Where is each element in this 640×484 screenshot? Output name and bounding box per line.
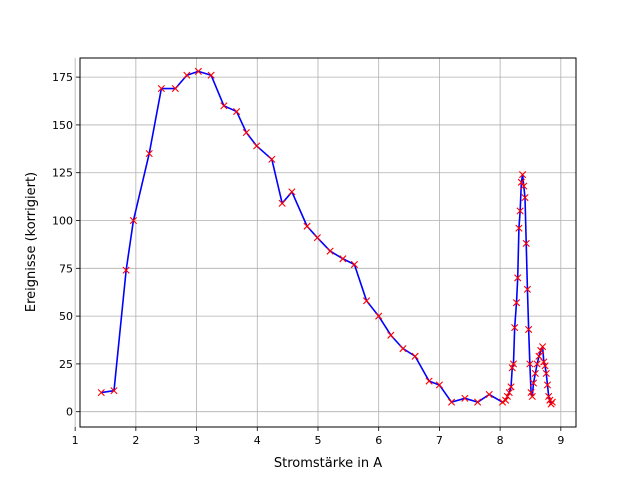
x-tick-label: 2 <box>132 434 139 447</box>
data-point-marker <box>548 398 556 406</box>
data-point-marker <box>350 260 358 269</box>
data-point-marker <box>485 390 493 399</box>
data-point-marker <box>326 247 334 255</box>
data-point-marker <box>520 182 528 190</box>
x-tick-label: 9 <box>557 434 564 447</box>
data-point-marker <box>145 150 153 158</box>
data-point-marker <box>425 377 433 385</box>
data-point-marker <box>525 325 533 334</box>
data-point-marker <box>399 345 407 353</box>
data-point-marker <box>474 398 482 406</box>
axis-ticks: 1 2 3 4 5 6 7 8 9 0 25 50 75 100 125 150 175 <box>52 71 564 447</box>
x-tick-label: 4 <box>254 434 261 447</box>
data-point-marker <box>375 312 383 320</box>
data-point-marker <box>511 323 519 332</box>
y-axis-label: Ereignisse (korrigiert) <box>24 172 39 312</box>
plot-frame <box>79 57 577 428</box>
data-point-marker <box>411 352 419 360</box>
data-point-marker <box>537 346 545 355</box>
data-point-marker <box>522 239 530 248</box>
data-point-marker <box>515 224 523 232</box>
data-point-marker <box>253 142 261 150</box>
data-point-marker <box>461 394 469 402</box>
data-point-marker <box>207 71 215 79</box>
data-point-marker <box>529 379 538 387</box>
y-tick-label: 25 <box>59 358 73 371</box>
data-point-marker <box>220 102 228 110</box>
data-point-marker <box>518 171 527 179</box>
data-point-marker <box>501 396 510 404</box>
data-point-marker <box>535 352 543 360</box>
data-point-marker <box>543 381 552 389</box>
data-point-marker <box>268 155 276 163</box>
data-series <box>97 67 556 408</box>
data-point-marker <box>542 369 550 378</box>
y-tick-label: 175 <box>52 71 73 84</box>
data-point-marker <box>183 71 191 79</box>
x-tick-label: 1 <box>72 434 79 447</box>
data-point-marker <box>278 199 286 207</box>
data-point-marker <box>505 388 513 397</box>
y-tick-label: 75 <box>59 262 73 275</box>
data-point-marker <box>531 369 539 378</box>
data-point-marker <box>171 85 179 93</box>
grid <box>74 58 576 427</box>
x-tick-label: 3 <box>193 434 200 447</box>
data-point-marker <box>233 107 241 116</box>
data-point-marker <box>541 362 549 370</box>
data-point-marker <box>339 255 347 263</box>
y-tick-label: 125 <box>52 167 73 180</box>
data-point-marker <box>129 216 138 225</box>
y-tick-label: 150 <box>52 119 73 132</box>
data-point-marker <box>97 388 105 397</box>
data-point-marker <box>516 207 524 215</box>
data-point-marker <box>288 188 296 196</box>
data-point-marker <box>110 387 118 395</box>
data-point-marker <box>514 274 522 282</box>
data-point-marker <box>122 266 130 274</box>
data-point-marker <box>526 360 534 368</box>
data-point-marker <box>435 381 443 389</box>
y-tick-label: 100 <box>52 215 73 228</box>
x-tick-label: 5 <box>314 434 321 447</box>
data-point-marker <box>512 299 521 307</box>
data-point-marker <box>507 383 515 391</box>
data-point-marker <box>521 193 529 202</box>
data-point-marker <box>528 392 536 400</box>
data-point-marker <box>447 398 456 406</box>
data-point-marker <box>539 343 547 351</box>
data-point-marker <box>387 331 395 339</box>
data-point-marker <box>523 285 532 293</box>
data-point-marker <box>362 297 371 305</box>
data-point-marker <box>242 128 250 137</box>
data-point-marker <box>313 234 321 242</box>
x-tick-label: 8 <box>497 434 504 447</box>
x-tick-label: 7 <box>436 434 443 447</box>
data-point-marker <box>509 360 518 368</box>
data-point-marker <box>503 392 511 400</box>
y-tick-label: 0 <box>66 406 73 419</box>
data-point-marker <box>533 360 541 368</box>
data-point-marker <box>303 222 311 230</box>
data-point-marker <box>517 178 525 186</box>
data-point-marker <box>157 85 165 93</box>
x-tick-label: 6 <box>375 434 382 447</box>
x-axis-label: Stromstärke in A <box>274 456 382 471</box>
y-tick-label: 50 <box>59 310 73 323</box>
data-point-marker <box>194 67 202 75</box>
